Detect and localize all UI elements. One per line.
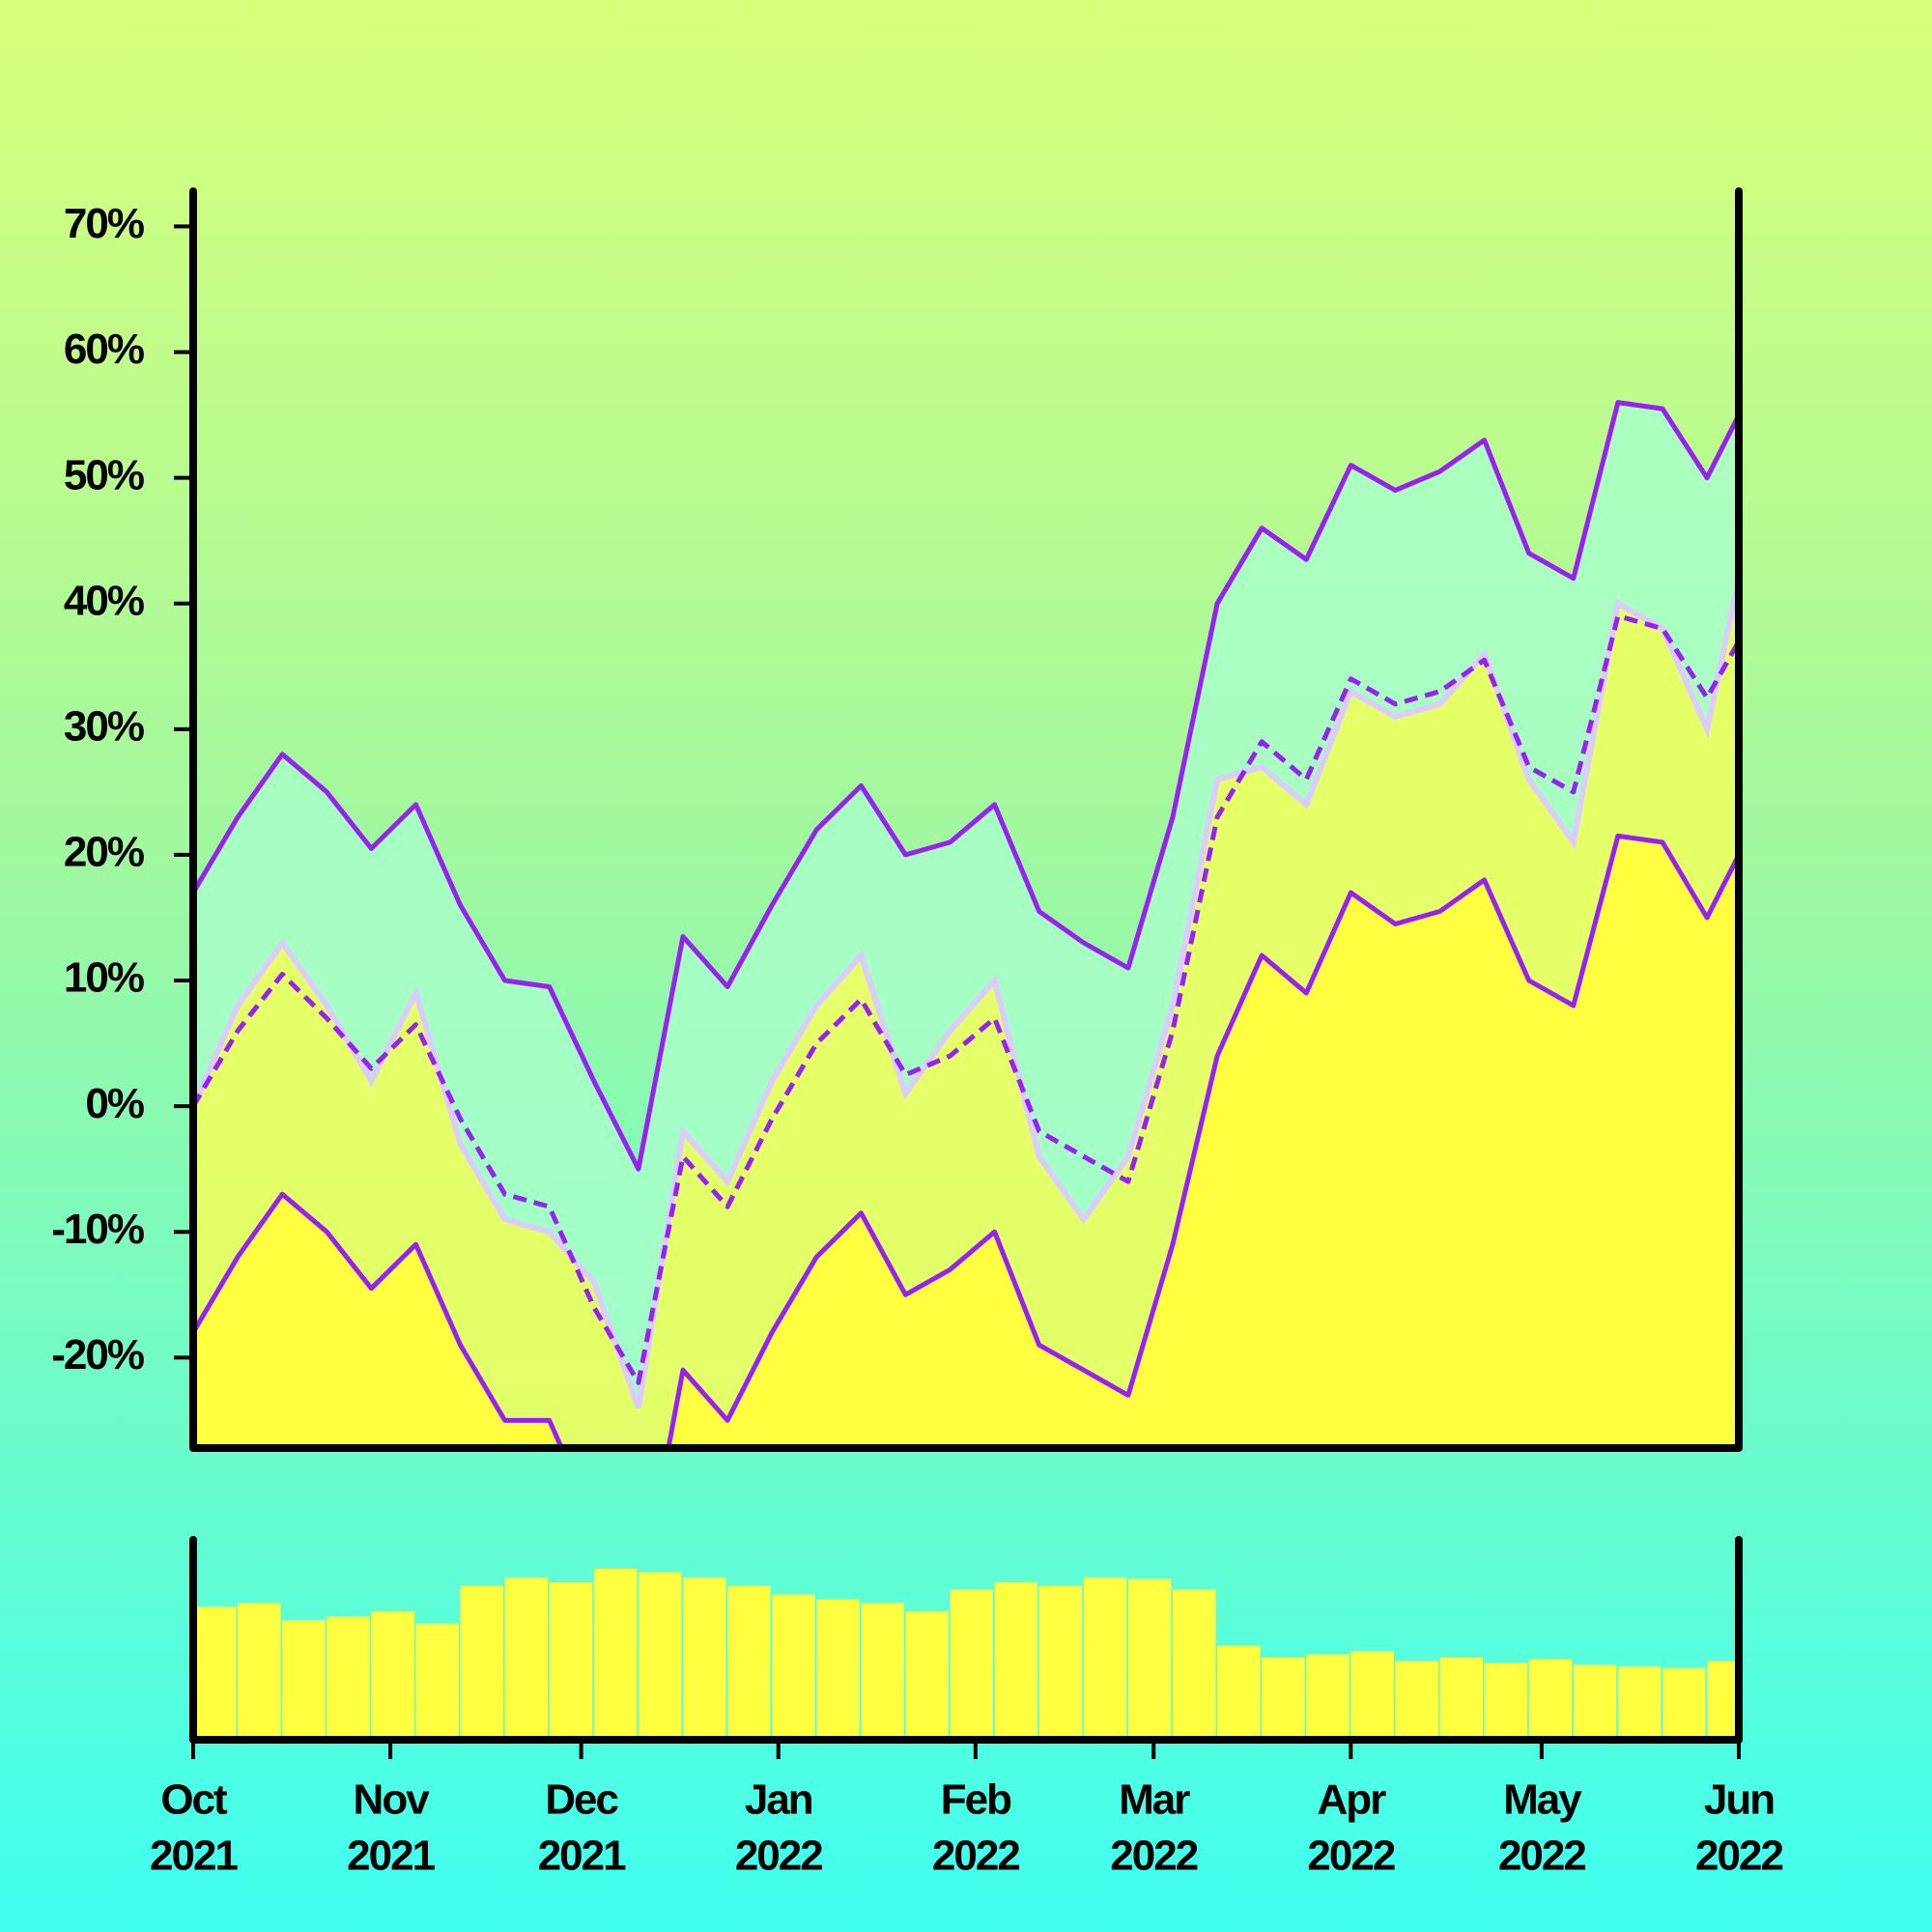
middle-line <box>193 613 1739 1385</box>
volume-panel <box>193 1569 1739 1740</box>
y-tick-label: 70% <box>64 200 144 247</box>
x-tick-label: 2021 <box>150 1833 238 1880</box>
axis-frame <box>189 1536 1743 1744</box>
volume-bar <box>1350 1650 1394 1740</box>
volume-bar <box>905 1611 949 1740</box>
x-tick-label: 2022 <box>932 1833 1019 1880</box>
x-tick-label: 2022 <box>1498 1833 1585 1880</box>
axis-frame <box>189 187 1743 1452</box>
volume-bar <box>1038 1585 1083 1740</box>
x-tick-label: Oct <box>160 1776 228 1824</box>
band-line <box>193 833 1739 1448</box>
x-tick-label: May <box>1503 1776 1582 1824</box>
y-tick-label: -20% <box>51 1331 144 1378</box>
x-tick-label: Dec <box>545 1776 618 1824</box>
volume-bar <box>549 1582 593 1740</box>
volume-bar <box>682 1577 726 1740</box>
volume-bar <box>1617 1665 1662 1740</box>
volume-bar <box>415 1623 459 1740</box>
volume-bar <box>371 1611 414 1740</box>
volume-bar <box>950 1589 993 1740</box>
volume-bar <box>816 1599 860 1740</box>
x-tick-label: Feb <box>941 1776 1011 1824</box>
x-tick-label: Apr <box>1317 1776 1386 1824</box>
y-tick-label: 50% <box>64 451 144 498</box>
volume-bar <box>1707 1661 1739 1740</box>
volume-bar <box>1484 1662 1528 1740</box>
x-tick-label: 2022 <box>1695 1833 1782 1880</box>
y-tick-label: -10% <box>51 1206 144 1253</box>
volume-bar <box>994 1582 1038 1740</box>
volume-bar <box>1662 1667 1706 1740</box>
volume-bar <box>1083 1577 1127 1740</box>
lower-area <box>193 836 1739 1448</box>
y-tick-label: 40% <box>64 577 144 624</box>
volume-bar <box>193 1605 237 1740</box>
plot-area <box>193 400 1739 1448</box>
y-tick-label: 20% <box>64 829 144 876</box>
volume-bar <box>727 1585 771 1740</box>
y-tick-label: 30% <box>64 702 144 750</box>
x-tick-label: Jan <box>745 1776 812 1824</box>
volume-bar <box>504 1577 549 1740</box>
volume-bar <box>861 1603 904 1740</box>
volume-bar <box>1217 1645 1261 1740</box>
x-tick-label: 2021 <box>538 1833 626 1880</box>
x-tick-label: Jun <box>1704 1776 1774 1824</box>
volume-bar <box>593 1569 638 1740</box>
volume-bar <box>1528 1659 1573 1740</box>
volume-bar <box>327 1616 370 1740</box>
x-tick-label: 2022 <box>735 1833 822 1880</box>
y-tick-label: 60% <box>64 326 144 373</box>
volume-bar <box>772 1594 815 1740</box>
volume-bar <box>238 1603 281 1740</box>
volume-bar <box>1127 1578 1172 1740</box>
x-tick-label: Nov <box>354 1776 431 1824</box>
volume-bar <box>1172 1589 1216 1740</box>
volume-bar <box>282 1620 326 1740</box>
x-tick-label: Mar <box>1119 1776 1190 1824</box>
band-line <box>193 400 1739 1172</box>
y-tick-label: 0% <box>85 1080 143 1127</box>
volume-bar <box>460 1585 503 1740</box>
volume-bar <box>1439 1658 1483 1740</box>
volume-bar <box>1573 1664 1617 1740</box>
y-tick-label: 10% <box>64 954 144 1002</box>
x-tick-label: 2022 <box>1110 1833 1197 1880</box>
volume-bar <box>1262 1658 1305 1740</box>
volume-bar <box>1395 1661 1438 1740</box>
axes: -20% -10% 0% 10% 20% 30% 40% 50% 60% 70% Oct 2021 No… <box>51 187 1784 1880</box>
band-area <box>193 402 1739 1448</box>
x-tick-label: 2022 <box>1307 1833 1394 1880</box>
volume-bar <box>1306 1654 1350 1740</box>
x-tick-label: 2021 <box>347 1833 435 1880</box>
volume-bar <box>638 1572 682 1740</box>
